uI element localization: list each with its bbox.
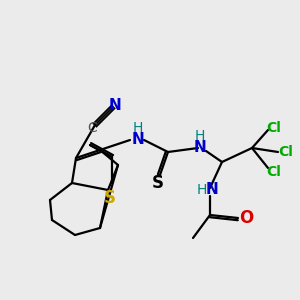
Text: H: H [133, 121, 143, 135]
Text: Cl: Cl [279, 145, 293, 159]
Text: H: H [197, 183, 207, 197]
Text: N: N [206, 182, 218, 197]
Text: N: N [132, 133, 144, 148]
Text: C: C [87, 121, 97, 135]
Text: O: O [239, 209, 253, 227]
Text: Cl: Cl [267, 121, 281, 135]
Text: N: N [194, 140, 206, 155]
Text: N: N [109, 98, 122, 112]
Text: S: S [152, 174, 164, 192]
Text: Cl: Cl [267, 165, 281, 179]
Text: S: S [104, 189, 116, 207]
Text: H: H [195, 129, 205, 143]
